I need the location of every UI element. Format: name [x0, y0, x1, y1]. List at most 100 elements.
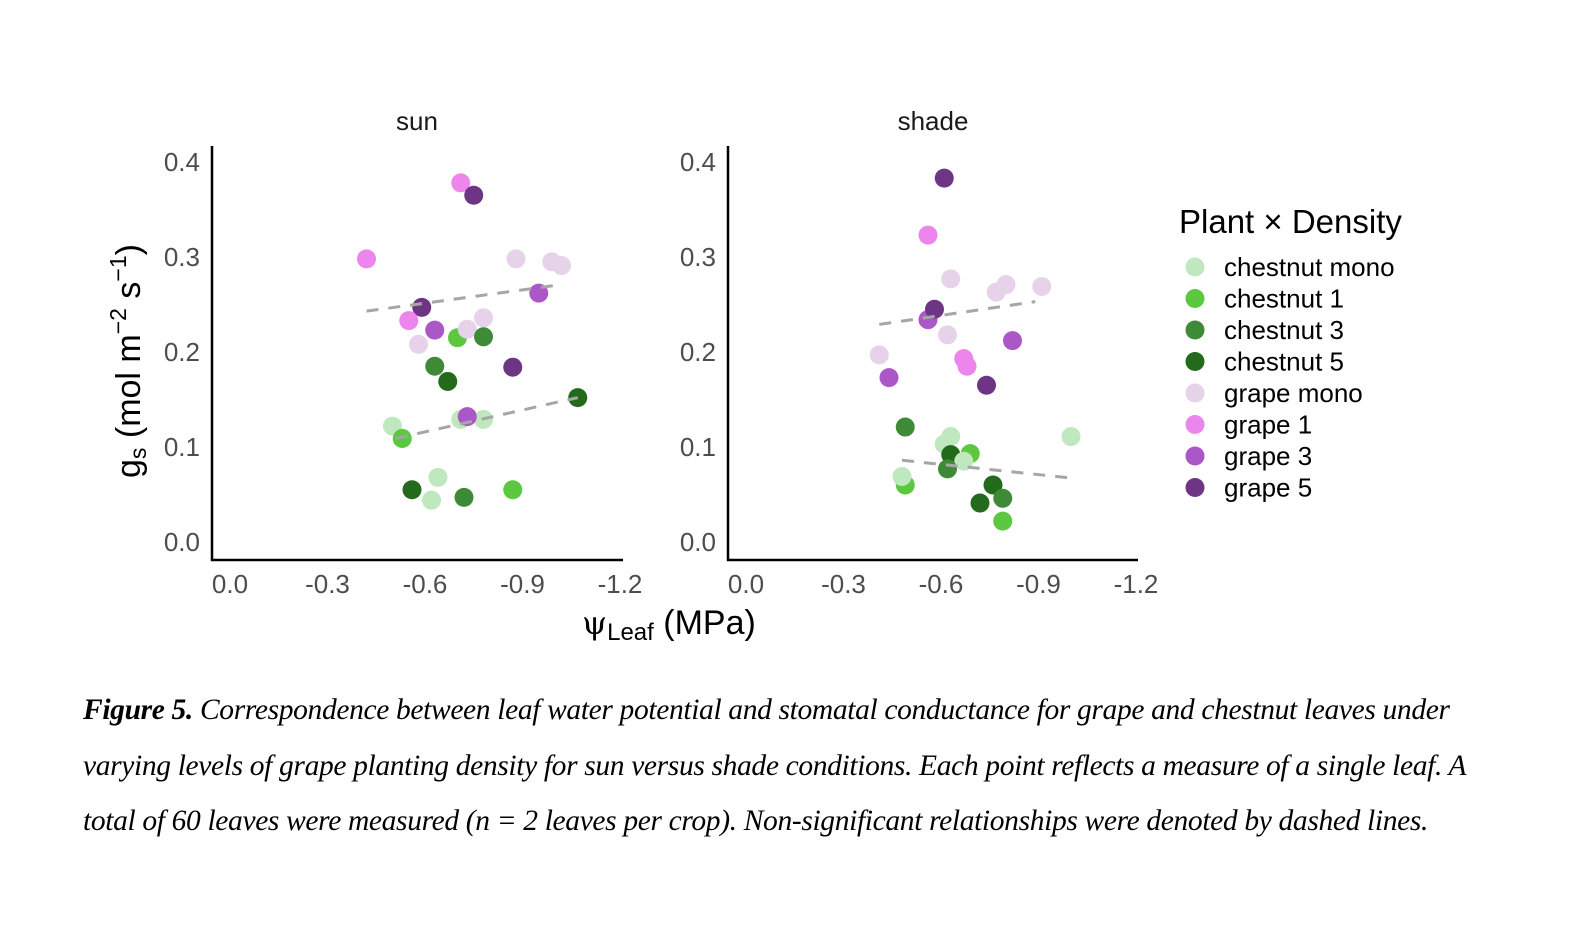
y-tick-label: 0.1: [680, 432, 716, 462]
data-point-grape-mono: [474, 308, 493, 328]
y-tick-label: 0.2: [164, 337, 200, 367]
data-point-chestnut-5: [970, 493, 990, 513]
data-point-grape-5: [925, 299, 944, 319]
legend-swatch: [1185, 446, 1205, 466]
trend-line-grape: [366, 283, 562, 313]
data-point-chestnut-3: [938, 459, 957, 479]
legend-swatch: [1185, 415, 1205, 434]
data-point-grape-1: [451, 173, 471, 193]
data-point-chestnut-5: [402, 480, 422, 500]
legend-swatch: [1185, 352, 1205, 371]
data-point-grape-5: [503, 357, 523, 377]
data-point-chestnut-5: [983, 475, 1003, 495]
y-axis-title: gs (mol m−2 s−1): [105, 244, 151, 478]
data-point-grape-1: [918, 225, 938, 245]
data-point-grape-mono: [506, 249, 526, 269]
legend-item: chestnut 1: [1185, 284, 1344, 314]
data-point-grape-mono: [869, 345, 889, 365]
data-point-grape-3: [879, 368, 899, 388]
legend-item: chestnut 3: [1185, 315, 1344, 345]
data-point-grape-1: [399, 311, 419, 331]
legend-item: grape mono: [1185, 378, 1363, 408]
data-point-chestnut-3: [425, 356, 445, 376]
data-point-grape-mono: [938, 325, 957, 345]
data-point-chestnut-3: [474, 327, 493, 347]
x-tick-label: 0.0: [212, 569, 248, 599]
legend-swatch: [1185, 383, 1205, 403]
data-point-grape-5: [464, 185, 484, 205]
y-tick-label: 0.2: [680, 337, 716, 367]
points: [869, 168, 1081, 531]
x-axis-title: ψLeaf (MPa): [582, 604, 756, 646]
data-point-grape-mono: [457, 319, 477, 339]
legend-label: grape 5: [1224, 473, 1312, 503]
legend-item: chestnut 5: [1185, 347, 1344, 377]
data-point-chestnut-1: [503, 480, 523, 500]
x-tick-label: -0.3: [305, 569, 350, 599]
data-point-chestnut-mono: [892, 466, 912, 486]
y-tick-label: 0.0: [164, 527, 200, 557]
legend-label: chestnut 5: [1224, 347, 1344, 377]
legend-item: grape 3: [1185, 441, 1312, 471]
trend-line-chestnut: [901, 458, 1075, 480]
y-tick-label: 0.1: [164, 432, 200, 462]
legend-label: chestnut mono: [1224, 252, 1395, 282]
data-point-grape-1: [957, 356, 977, 376]
data-point-chestnut-mono: [428, 467, 448, 487]
data-point-grape-3: [425, 320, 445, 340]
legend-title: Plant × Density: [1179, 203, 1402, 240]
data-point-chestnut-mono: [422, 490, 441, 510]
data-point-chestnut-3: [895, 417, 915, 437]
legend-swatch: [1185, 478, 1205, 497]
panel-title: shade: [898, 106, 969, 136]
legend-item: chestnut mono: [1185, 252, 1395, 282]
x-tick-label: -0.3: [821, 569, 866, 599]
legend-swatch: [1185, 257, 1205, 277]
legend-label: chestnut 3: [1224, 315, 1344, 345]
data-point-grape-5: [977, 375, 996, 395]
data-point-grape-5: [934, 168, 954, 188]
y-tick-label: 0.3: [164, 242, 200, 272]
data-point-chestnut-3: [993, 488, 1013, 508]
legend-item: grape 5: [1185, 473, 1312, 503]
data-point-grape-3: [457, 407, 477, 427]
data-point-grape-5: [412, 297, 432, 317]
panel-shade: shade 0.0 0.1 0.2 0.3 0.4 0.0 -0.3 -0.6 -0.9 -1.2: [680, 106, 1159, 599]
data-point-grape-mono: [941, 269, 961, 289]
figure-caption: Figure 5. Correspondence between leaf wa…: [83, 683, 1503, 850]
data-point-grape-mono: [552, 256, 571, 276]
x-tick-label: -0.6: [919, 569, 964, 599]
y-tick-label: 0.4: [680, 147, 716, 177]
y-tick-label: 0.3: [680, 242, 716, 272]
data-point-grape-1: [357, 249, 376, 269]
data-point-grape-mono: [996, 275, 1016, 295]
panel-sun: sun 0.0 0.1 0.2 0.3 0.4 0.0 -0.3 -0.6 -0.9 -1.2: [164, 106, 643, 599]
legend-label: grape 3: [1224, 441, 1312, 471]
legend-item: grape 1: [1185, 410, 1312, 440]
data-point-grape-mono: [409, 334, 428, 354]
x-tick-label: -0.9: [500, 569, 545, 599]
x-tick-label: -0.9: [1016, 569, 1061, 599]
trend-line-chestnut: [395, 396, 579, 440]
legend-label: grape mono: [1224, 378, 1363, 408]
data-point-grape-mono: [1032, 276, 1052, 296]
y-tick-label: 0.4: [164, 147, 200, 177]
data-point-chestnut-3: [454, 487, 474, 507]
data-point-chestnut-5: [438, 371, 458, 391]
caption-label: Figure 5.: [83, 694, 193, 726]
data-point-chestnut-1: [993, 511, 1013, 531]
points: [357, 173, 588, 510]
panel-title: sun: [396, 106, 438, 136]
trend-line-grape: [879, 300, 1036, 326]
x-tick-label: -1.2: [598, 569, 643, 599]
x-tick-label: 0.0: [728, 569, 764, 599]
x-tick-label: -0.6: [403, 569, 448, 599]
legend-swatch: [1185, 289, 1205, 308]
caption-text: Correspondence between leaf water potent…: [83, 694, 1466, 837]
legend-label: chestnut 1: [1224, 284, 1344, 314]
legend-label: grape 1: [1224, 410, 1312, 440]
y-tick-label: 0.0: [680, 527, 716, 557]
data-point-chestnut-mono: [1061, 427, 1081, 447]
x-tick-label: -1.2: [1114, 569, 1159, 599]
